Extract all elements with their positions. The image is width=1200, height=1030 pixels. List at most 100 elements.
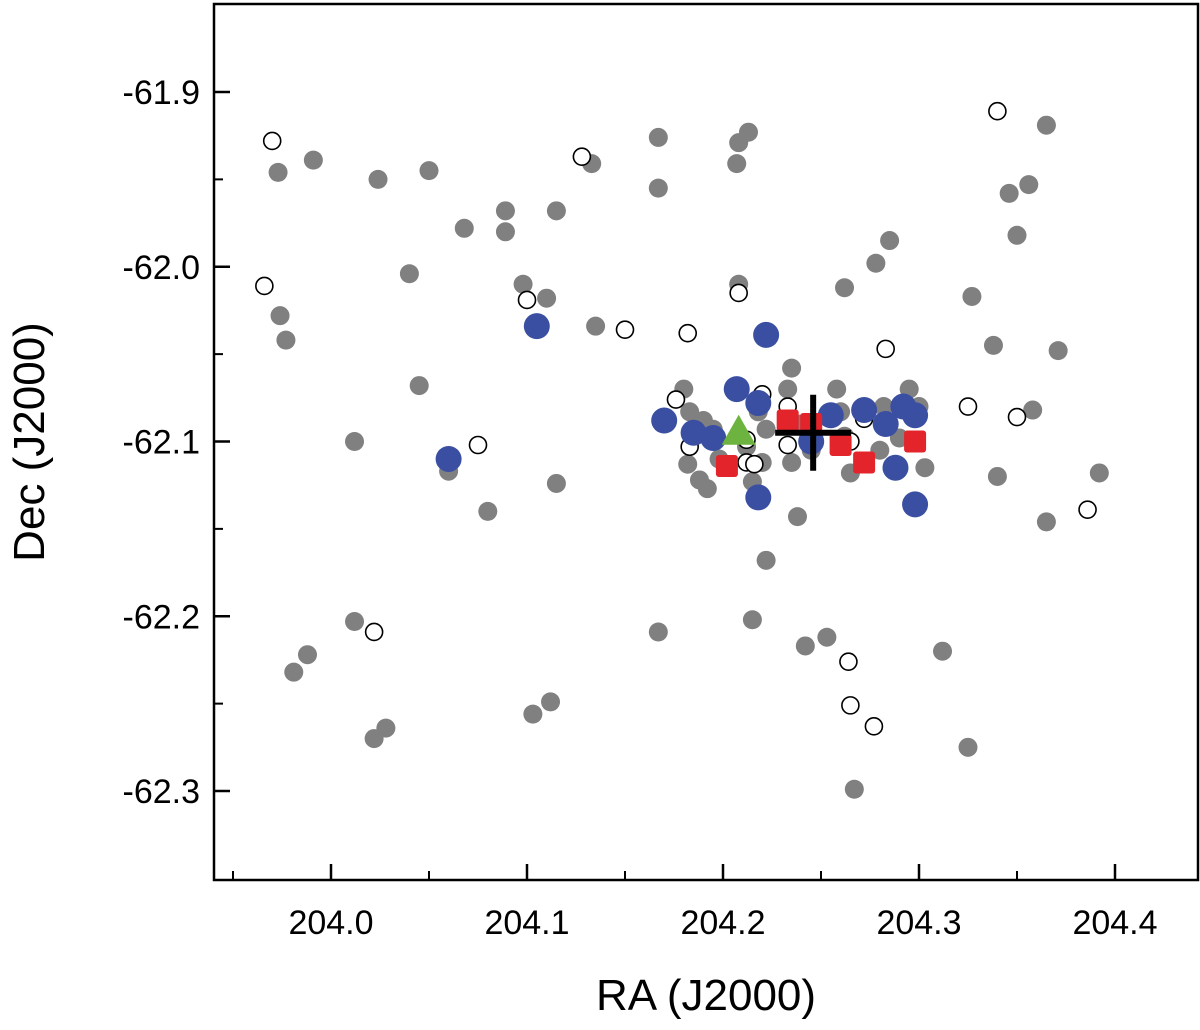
red-square-point [776,409,799,432]
red-square-point [853,451,876,474]
gray-point [409,376,429,396]
cross-marker [775,394,852,471]
open-point [572,147,592,166]
gray-point [1019,175,1039,195]
blue-point [523,313,550,340]
blue-point [435,445,462,472]
gray-point [1036,115,1056,135]
x-tick-label: 204.3 [876,904,961,942]
gray-point [756,550,776,570]
gray-point [513,274,533,294]
gray-point [268,162,288,182]
blue-point [902,491,929,518]
gray-point [835,278,855,298]
open-point [745,454,764,474]
gray-point [1036,512,1056,532]
gray-point [933,641,953,661]
red-square-point [829,433,852,456]
gray-point [419,161,439,181]
y-tick-label: -62.0 [123,249,201,287]
gray-point [958,737,978,757]
gray-point [874,397,894,417]
gray-point [648,127,668,147]
gray-point [495,222,515,242]
blue-point [723,376,750,403]
blue-point [753,321,780,348]
gray-point [546,201,566,221]
open-point [517,290,537,310]
gray-point [648,622,668,642]
y-tick-label: -62.1 [123,424,201,462]
blue-point [651,407,678,434]
open-point [988,101,1007,121]
open-point [841,696,860,715]
blue-point [700,425,727,452]
x-tick-label: 204.4 [1072,904,1157,942]
open-point [864,717,884,736]
open-point [778,435,797,455]
open-point [958,397,978,416]
gray-point [817,627,837,647]
gray-point [795,636,815,656]
gray-point [880,231,900,251]
gray-point [284,662,304,682]
open-point [678,323,698,343]
open-point [666,390,686,409]
gray-point [678,454,698,474]
data-points [255,101,1109,799]
open-point [468,435,488,455]
open-point [1078,500,1097,519]
y-tick-label: -61.9 [123,74,201,112]
open-point [1007,407,1027,427]
gray-point [376,718,396,738]
x-tick-label: 204.1 [484,904,569,942]
gray-point [915,458,935,478]
blue-point [851,397,878,424]
gray-point [478,501,498,521]
open-point [839,652,858,671]
gray-point [303,150,323,170]
open-point [364,622,384,642]
gray-point [399,264,419,284]
x-axis-ticks: 204.0 204.1 204.2 204.3 204.4 [232,864,1158,942]
blue-point [817,402,844,429]
gray-point [368,169,388,189]
gray-point [983,335,1003,355]
red-square-point [904,430,927,453]
gray-point [1089,463,1109,483]
gray-point [546,473,566,493]
gray-point [1023,400,1043,420]
y-axis-label: Dec (J2000) [5,322,54,562]
gray-point [738,122,758,142]
blue-point [902,402,929,429]
gray-point [1007,225,1027,245]
gray-point [345,432,365,451]
blue-point [680,419,707,446]
gray-point [1048,341,1068,361]
open-point [615,320,635,339]
red-square-point [715,454,738,477]
green-triangle-point [721,414,756,445]
gray-point [297,645,317,665]
gray-point [345,611,365,631]
gray-point [782,452,802,472]
x-tick-label: 204.2 [680,904,765,942]
y-tick-label: -62.2 [123,598,201,636]
gray-point [697,479,717,499]
blue-point [745,484,772,511]
y-tick-label: -62.3 [123,773,201,811]
gray-point [523,704,543,724]
gray-point [756,419,776,439]
gray-point [742,610,762,630]
open-point [729,283,748,303]
gray-point [778,379,798,399]
gray-point [987,466,1007,486]
gray-point [787,507,807,527]
blue-point [745,390,772,417]
y-axis-ticks: -61.9 -62.0 -62.1 -62.2 -62.3 [123,74,230,811]
gray-point [962,286,982,306]
open-point [876,339,895,359]
gray-point [537,288,557,308]
gray-point [495,201,515,221]
